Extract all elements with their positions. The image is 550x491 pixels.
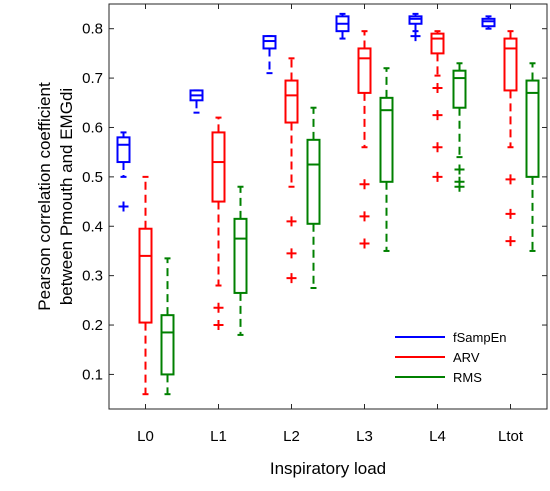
outlier-marker xyxy=(410,31,421,42)
box xyxy=(284,79,299,124)
y-axis-title-line: between Pmouth and EMGdi xyxy=(57,88,76,305)
outlier-marker xyxy=(505,208,516,219)
box xyxy=(262,35,277,50)
outlier-marker xyxy=(359,238,370,249)
outlier-marker xyxy=(118,201,129,212)
outlier-marker xyxy=(359,179,370,190)
x-tick-label: L0 xyxy=(137,428,154,445)
outlier-marker xyxy=(286,273,297,284)
x-tick-label: L4 xyxy=(429,428,446,445)
y-axis-title-line: Pearson correlation coefficient xyxy=(35,82,54,311)
y-tick-label: 0.8 xyxy=(82,21,103,38)
outlier-marker xyxy=(432,171,443,182)
outlier-marker xyxy=(286,216,297,227)
outlier-marker xyxy=(213,320,224,331)
outlier-marker xyxy=(432,110,443,121)
legend-label: fSampEn xyxy=(453,330,506,345)
box xyxy=(452,69,467,109)
y-tick-label: 0.2 xyxy=(82,317,103,334)
y-tick-label: 0.6 xyxy=(82,119,103,136)
x-tick-label: Ltot xyxy=(498,428,524,445)
outlier-marker xyxy=(432,82,443,93)
y-tick-label: 0.5 xyxy=(82,169,103,186)
outlier-marker xyxy=(505,174,516,185)
box xyxy=(481,17,496,28)
y-tick-label: 0.4 xyxy=(82,218,103,235)
box xyxy=(503,37,518,92)
box xyxy=(116,136,131,164)
x-axis-title: Inspiratory load xyxy=(270,459,386,478)
series-arv xyxy=(138,30,518,396)
plot-area-frame xyxy=(108,3,548,410)
box xyxy=(357,47,372,94)
box xyxy=(525,79,540,178)
box xyxy=(379,96,394,183)
legend: fSampEn ARV RMS xyxy=(395,330,506,385)
x-tick-label: L2 xyxy=(283,428,300,445)
outlier-marker xyxy=(505,236,516,247)
y-tick-label: 0.1 xyxy=(82,366,103,383)
box xyxy=(408,15,423,25)
outlier-marker xyxy=(213,302,224,313)
legend-label: ARV xyxy=(453,350,480,365)
series-fsampen xyxy=(116,12,496,212)
box xyxy=(233,217,248,294)
box xyxy=(160,314,175,376)
x-tick-label: L1 xyxy=(210,428,227,445)
outlier-marker xyxy=(454,181,465,192)
legend-label: RMS xyxy=(453,370,482,385)
y-tick-label: 0.7 xyxy=(82,70,103,87)
outlier-marker xyxy=(454,164,465,175)
x-tick-label: L3 xyxy=(356,428,373,445)
outlier-marker xyxy=(432,142,443,153)
series-rms xyxy=(160,62,540,396)
box xyxy=(430,32,445,55)
box xyxy=(306,138,321,225)
box xyxy=(138,227,153,324)
outlier-marker xyxy=(359,211,370,222)
box xyxy=(211,131,226,203)
y-tick-label: 0.3 xyxy=(82,268,103,285)
outlier-marker xyxy=(286,248,297,259)
